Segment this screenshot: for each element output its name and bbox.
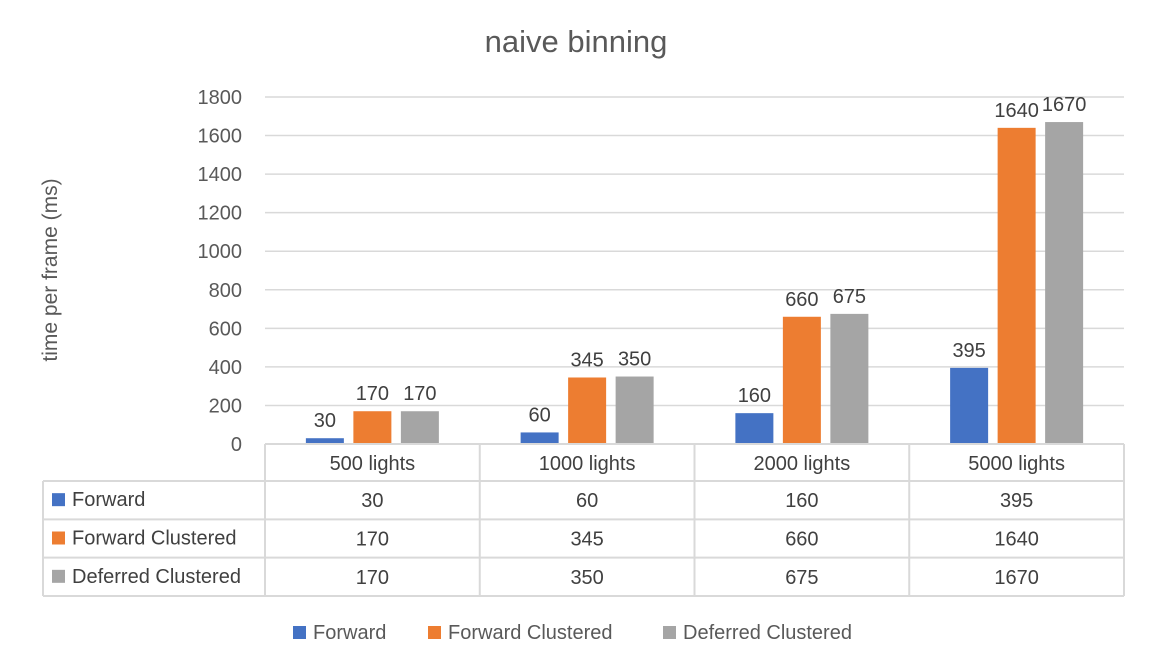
x-tick-label: 2000 lights (754, 453, 851, 475)
bar-deferred-clustered-5000-lights (1045, 122, 1084, 445)
bar-forward-5000-lights (950, 367, 989, 444)
bar-value-label: 1640 (994, 100, 1039, 122)
bar-forward-500-lights (305, 438, 344, 444)
bar-value-label: 675 (833, 286, 866, 308)
table-legend-key-forward-clustered (52, 531, 65, 545)
x-tick-label: 1000 lights (539, 453, 636, 475)
bar-value-label: 1670 (1042, 94, 1087, 116)
table-cell: 660 (785, 529, 818, 551)
table-row-label: Forward (72, 489, 145, 511)
legend-swatch-forward (293, 626, 306, 639)
table-cell: 170 (356, 567, 389, 589)
y-tick-label: 1000 (198, 241, 243, 263)
y-tick-label: 1600 (198, 126, 243, 148)
table-cell: 350 (570, 567, 603, 589)
legend-label-deferred-clustered: Deferred Clustered (683, 622, 852, 644)
y-tick-labels: 0 200 400 600 800 1000 1200 1400 1600 1800 (198, 87, 243, 456)
bar-value-label: 160 (738, 385, 771, 407)
legend-swatch-forward-clustered (428, 626, 441, 639)
bar-forward-2000-lights (735, 413, 774, 444)
table-cell: 395 (1000, 490, 1033, 512)
y-tick-label: 1800 (198, 87, 243, 109)
y-tick-label: 800 (209, 280, 242, 302)
table-cell: 30 (361, 490, 383, 512)
gridlines (265, 96, 1124, 445)
legend-swatch-deferred-clustered (663, 626, 676, 639)
y-tick-label: 1200 (198, 203, 243, 225)
table-legend-key-forward (52, 493, 65, 507)
table-row-label: Deferred Clustered (72, 566, 241, 588)
bar-forward-1000-lights (520, 432, 559, 444)
table-row-label: Forward Clustered (72, 528, 237, 550)
table-legend-key-deferred-clustered (52, 569, 65, 583)
table-cell: 60 (576, 490, 598, 512)
table-cell: 170 (356, 529, 389, 551)
bar-deferred-clustered-1000-lights (615, 376, 654, 444)
bar-forward-clustered-500-lights (353, 411, 392, 444)
y-tick-label: 1400 (198, 164, 243, 186)
bar-value-label: 60 (529, 404, 551, 426)
bar-value-label: 30 (314, 410, 336, 432)
bar-value-label: 345 (570, 349, 603, 371)
bar-forward-clustered-2000-lights (782, 316, 821, 444)
y-tick-label: 600 (209, 318, 242, 340)
x-tick-label: 5000 lights (968, 453, 1065, 475)
chart-title: naive binning (485, 24, 668, 59)
table-cell: 345 (570, 529, 603, 551)
bar-value-label: 395 (952, 340, 985, 362)
table-cell: 1670 (994, 567, 1039, 589)
bar-value-label: 350 (618, 349, 651, 371)
bars (305, 122, 1084, 445)
bar-forward-clustered-1000-lights (568, 377, 607, 444)
y-tick-label: 0 (231, 434, 242, 456)
y-axis-label: time per frame (ms) (39, 178, 62, 361)
bar-deferred-clustered-500-lights (400, 411, 439, 444)
bar-deferred-clustered-2000-lights (830, 313, 869, 444)
bar-value-label: 660 (785, 289, 818, 311)
legend-label-forward-clustered: Forward Clustered (448, 622, 613, 644)
legend-label-forward: Forward (313, 622, 386, 644)
y-tick-label: 200 (209, 395, 242, 417)
bar-value-labels: 30 170 170 60 345 350 160 660 675 395 1640 1670 (314, 94, 1087, 432)
y-tick-label: 400 (209, 357, 242, 379)
table-cell: 1640 (994, 529, 1039, 551)
data-table: 500 lights 1000 lights 2000 lights 5000 lig… (42, 443, 1125, 597)
table-cell: 160 (785, 490, 818, 512)
bar-value-label: 170 (403, 383, 436, 405)
bar-forward-clustered-5000-lights (997, 127, 1036, 444)
bar-value-label: 170 (356, 383, 389, 405)
table-cell: 675 (785, 567, 818, 589)
x-tick-label: 500 lights (330, 453, 416, 475)
legend: Forward Forward Clustered Deferred Cluster… (293, 622, 852, 644)
